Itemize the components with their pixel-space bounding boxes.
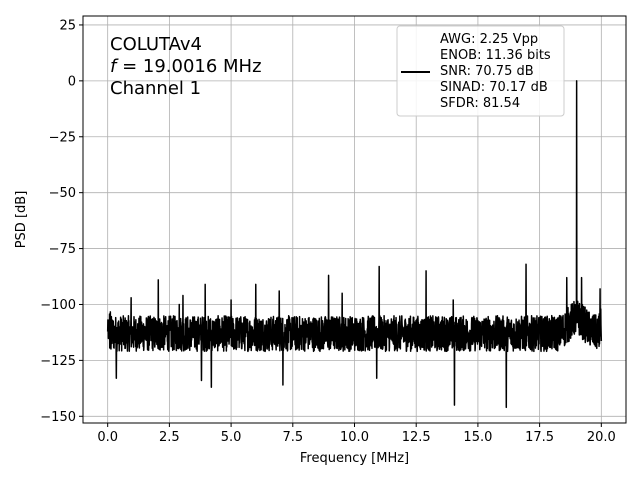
y-axis-label: PSD [dB] [14,191,29,249]
y-tick-label: −125 [40,354,76,369]
y-tick-label: 0 [68,74,76,89]
psd-trace [106,80,603,409]
legend-sfdr: SFDR: 81.54 [440,96,520,111]
annotation-block: COLUTAv4 f = 19.0016 MHz Channel 1 [110,34,262,99]
x-tick-label: 7.5 [282,430,303,445]
annotation-channel: Channel 1 [110,78,201,99]
x-tick-label: 10.0 [340,430,369,445]
legend-snr: SNR: 70.75 dB [440,64,534,79]
y-tick-label: −75 [49,242,76,257]
x-tick-label: 5.0 [221,430,242,445]
x-tick-label: 17.5 [525,430,554,445]
x-tick-label: 2.5 [159,430,180,445]
x-axis-ticks: 0.0 2.5 5.0 7.5 10.0 12.5 15.0 17.5 20.0 [97,423,616,445]
legend-sinad: SINAD: 70.17 dB [440,80,548,95]
annotation-device: COLUTAv4 [110,34,202,55]
annotation-frequency-value: = 19.0016 MHz [116,56,261,77]
legend-box [396,25,565,117]
annotation-frequency: f = 19.0016 MHz [110,56,262,77]
x-axis-label: Frequency [MHz] [300,451,409,466]
y-tick-label: 25 [59,18,76,33]
plot-frame [82,15,627,424]
y-tick-label: −100 [40,298,76,313]
x-tick-label: 12.5 [402,430,431,445]
x-tick-label: 20.0 [587,430,616,445]
y-axis-ticks: 25 0 −25 −50 −75 −100 −125 −150 [40,18,83,425]
y-tick-label: −150 [40,410,76,425]
legend-awg: AWG: 2.25 Vpp [440,32,538,47]
y-tick-label: −50 [49,186,76,201]
annotation-frequency-symbol: f [110,56,119,77]
series-group [106,80,603,409]
y-tick-label: −25 [49,130,76,145]
legend: AWG: 2.25 Vpp ENOB: 11.36 bits SNR: 70.7… [396,25,565,117]
legend-enob: ENOB: 11.36 bits [440,48,551,63]
x-tick-label: 0.0 [97,430,118,445]
x-tick-label: 15.0 [463,430,492,445]
